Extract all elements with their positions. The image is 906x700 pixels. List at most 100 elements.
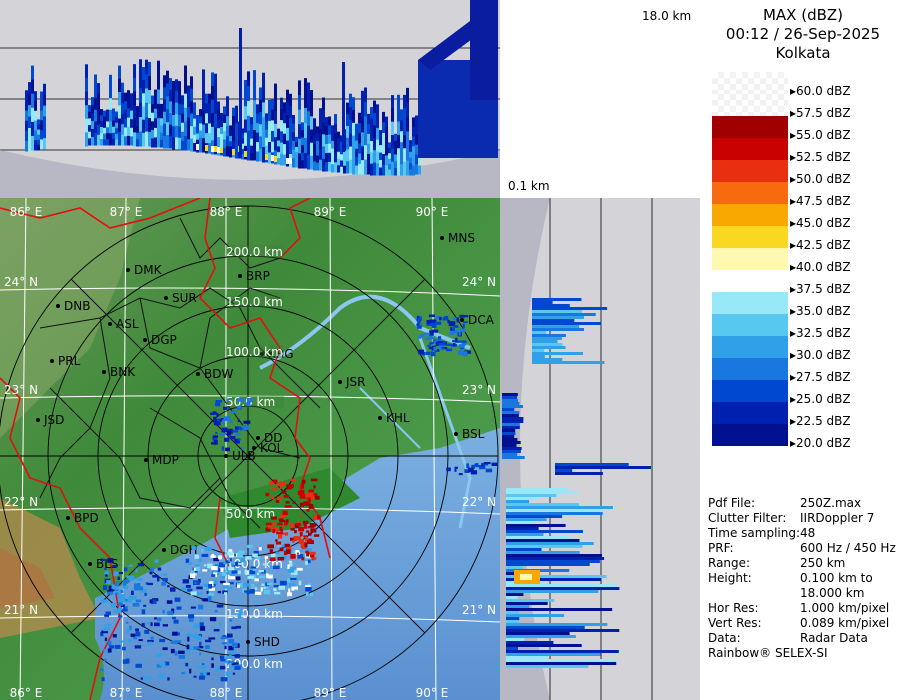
echo-row xyxy=(506,578,601,581)
legend-label: ▸50.0 dBZ xyxy=(790,172,851,186)
echo-column xyxy=(346,149,349,162)
echo-pixel xyxy=(302,542,308,548)
echo-column xyxy=(172,137,175,150)
echo-column xyxy=(139,117,142,133)
echo-column xyxy=(304,153,307,169)
echo-pixel xyxy=(471,470,478,475)
echo-pixel xyxy=(128,639,132,643)
echo-column xyxy=(361,160,364,175)
echo-row xyxy=(506,614,565,617)
echo-column xyxy=(100,121,103,128)
echo-column xyxy=(223,122,226,132)
echo-pixel xyxy=(216,418,220,422)
echo-pixel xyxy=(135,599,142,603)
echo-column xyxy=(295,157,298,163)
echo-column xyxy=(364,101,367,117)
echo-pixel xyxy=(125,621,129,624)
echo-row xyxy=(502,417,524,420)
echo-column xyxy=(163,75,166,88)
echo-row xyxy=(506,662,617,665)
echo-pixel xyxy=(104,624,112,627)
echo-pixel xyxy=(302,482,305,486)
echo-column xyxy=(169,101,172,114)
echo-column xyxy=(280,97,283,110)
echo-pixel xyxy=(122,585,129,589)
echo-pixel xyxy=(269,557,276,561)
echo-column xyxy=(103,116,106,123)
echo-pixel xyxy=(150,567,154,573)
echo-column xyxy=(265,137,268,147)
echo-row xyxy=(506,617,520,620)
echo-column xyxy=(184,93,187,109)
echo-pixel xyxy=(190,573,196,579)
echo-pixel xyxy=(311,493,318,497)
echo-column xyxy=(379,145,382,154)
echo-pixel xyxy=(194,554,199,559)
echo-row xyxy=(502,405,523,408)
river xyxy=(418,337,472,529)
echo-pixel xyxy=(428,346,435,350)
echo-column xyxy=(190,113,193,127)
echo-pixel xyxy=(157,567,162,571)
echo-pixel xyxy=(260,587,263,592)
echo-column xyxy=(226,106,229,117)
echo-column xyxy=(250,131,253,139)
echo-column xyxy=(397,121,400,136)
echo-row xyxy=(502,399,518,402)
meta-value: 1.000 km/pixel xyxy=(800,601,890,615)
echo-column xyxy=(379,160,382,168)
echo-pixel xyxy=(305,494,312,498)
echo-column xyxy=(199,123,202,132)
station-label: BDW xyxy=(204,367,233,381)
echo-column xyxy=(175,137,178,150)
echo-pixel xyxy=(262,563,268,566)
echo-column xyxy=(139,131,142,147)
echo-column xyxy=(358,143,361,155)
echo-column xyxy=(331,156,334,165)
echo-row xyxy=(506,641,554,644)
echo-column xyxy=(394,147,397,155)
echo-column xyxy=(274,110,277,125)
echo-column xyxy=(127,108,130,118)
echo-column xyxy=(379,167,382,176)
echo-pixel xyxy=(267,575,273,579)
echo-pixel xyxy=(435,341,439,346)
echo-column xyxy=(340,141,343,149)
echo-pixel xyxy=(307,526,315,529)
echo-pixel xyxy=(288,564,293,569)
echo-pixel xyxy=(128,596,132,602)
echo-pixel xyxy=(237,553,244,558)
echo-pixel xyxy=(123,606,127,610)
echo-column xyxy=(88,138,91,146)
echo-column xyxy=(364,87,367,103)
echo-pixel xyxy=(217,590,222,594)
echo-pixel xyxy=(276,541,282,545)
echo-row xyxy=(532,346,566,349)
echo-pixel xyxy=(200,664,207,669)
echo-pixel xyxy=(269,565,275,569)
echo-pixel xyxy=(300,542,305,548)
echo-pixel xyxy=(309,523,317,527)
echo-column xyxy=(139,88,142,104)
echo-column xyxy=(415,125,418,136)
echo-column xyxy=(361,104,364,120)
echo-pixel xyxy=(211,574,216,577)
echo-column xyxy=(187,117,190,129)
echo-column xyxy=(364,159,367,175)
echo-column xyxy=(400,120,403,132)
echo-spike xyxy=(342,62,345,152)
meta-key: Clutter Filter: xyxy=(708,511,787,525)
echo-pixel xyxy=(135,631,141,637)
echo-pixel xyxy=(231,662,239,666)
echo-pixel xyxy=(250,566,257,569)
station-label: Kolkata xyxy=(775,44,831,62)
echo-column xyxy=(403,121,406,136)
range-ring-label: 100.0 km xyxy=(226,557,283,571)
echo-column xyxy=(169,78,172,91)
echo-pixel xyxy=(286,549,291,554)
echo-pixel xyxy=(178,650,185,654)
echo-column xyxy=(88,111,91,119)
echo-pixel xyxy=(138,639,143,642)
echo-column xyxy=(25,140,28,152)
echo-pixel xyxy=(200,672,205,677)
